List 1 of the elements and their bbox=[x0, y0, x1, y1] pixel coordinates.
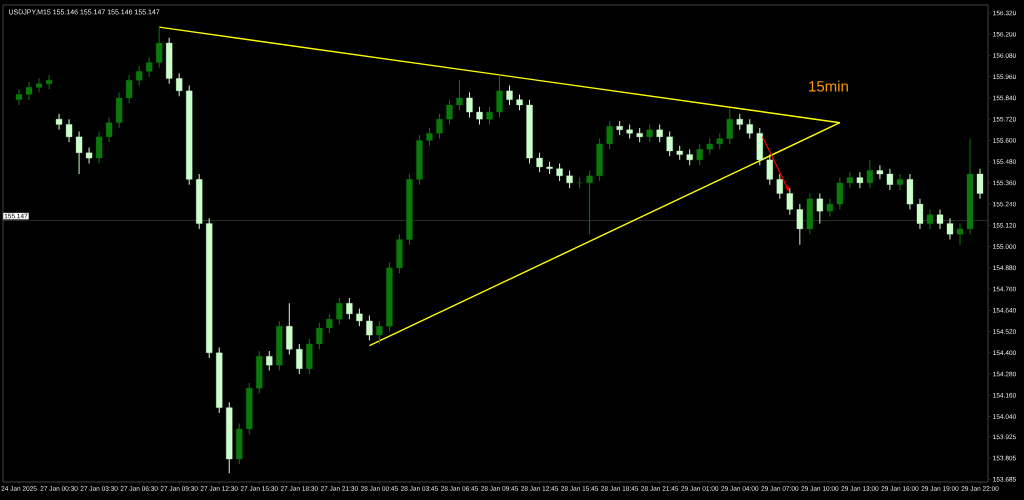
annotation: 15min bbox=[809, 80, 848, 92]
